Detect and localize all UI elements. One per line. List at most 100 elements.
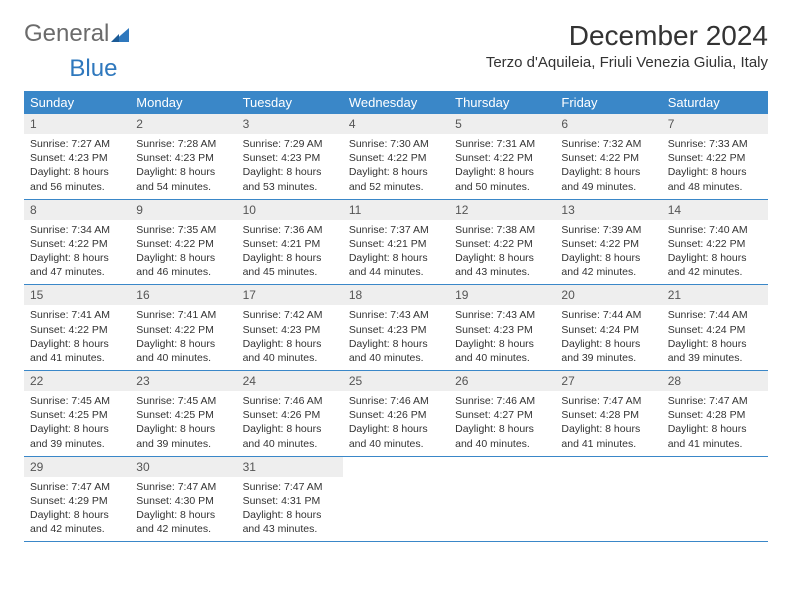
logo: General (24, 20, 133, 48)
day-cell: 18Sunrise: 7:43 AMSunset: 4:23 PMDayligh… (343, 285, 449, 370)
day-cell: 25Sunrise: 7:46 AMSunset: 4:26 PMDayligh… (343, 371, 449, 456)
day-number: 4 (343, 114, 449, 134)
day-number: 6 (555, 114, 661, 134)
sunrise-line: Sunrise: 7:39 AM (561, 223, 655, 237)
day-body: Sunrise: 7:30 AMSunset: 4:22 PMDaylight:… (343, 134, 449, 199)
sunset-line: Sunset: 4:25 PM (136, 408, 230, 422)
day-cell: 5Sunrise: 7:31 AMSunset: 4:22 PMDaylight… (449, 114, 555, 199)
day-body: Sunrise: 7:32 AMSunset: 4:22 PMDaylight:… (555, 134, 661, 199)
daylight-line: Daylight: 8 hours and 43 minutes. (455, 251, 549, 279)
sunset-line: Sunset: 4:22 PM (668, 237, 762, 251)
sunrise-line: Sunrise: 7:46 AM (243, 394, 337, 408)
calendar: SundayMondayTuesdayWednesdayThursdayFrid… (24, 91, 768, 542)
sunrise-line: Sunrise: 7:35 AM (136, 223, 230, 237)
day-body: Sunrise: 7:45 AMSunset: 4:25 PMDaylight:… (24, 391, 130, 456)
sunset-line: Sunset: 4:23 PM (30, 151, 124, 165)
daylight-line: Daylight: 8 hours and 54 minutes. (136, 165, 230, 193)
sunset-line: Sunset: 4:22 PM (349, 151, 443, 165)
day-body: Sunrise: 7:47 AMSunset: 4:28 PMDaylight:… (555, 391, 661, 456)
day-cell (555, 457, 661, 542)
day-body: Sunrise: 7:44 AMSunset: 4:24 PMDaylight:… (555, 305, 661, 370)
day-number: 16 (130, 285, 236, 305)
day-number (449, 457, 555, 477)
daylight-line: Daylight: 8 hours and 41 minutes. (30, 337, 124, 365)
day-number: 17 (237, 285, 343, 305)
day-cell (662, 457, 768, 542)
daylight-line: Daylight: 8 hours and 46 minutes. (136, 251, 230, 279)
sunset-line: Sunset: 4:28 PM (668, 408, 762, 422)
day-number: 12 (449, 200, 555, 220)
sunset-line: Sunset: 4:23 PM (243, 323, 337, 337)
sunset-line: Sunset: 4:23 PM (243, 151, 337, 165)
daylight-line: Daylight: 8 hours and 39 minutes. (136, 422, 230, 450)
sunset-line: Sunset: 4:24 PM (561, 323, 655, 337)
sunrise-line: Sunrise: 7:46 AM (455, 394, 549, 408)
daylight-line: Daylight: 8 hours and 43 minutes. (243, 508, 337, 536)
day-number: 7 (662, 114, 768, 134)
day-number: 27 (555, 371, 661, 391)
day-cell: 4Sunrise: 7:30 AMSunset: 4:22 PMDaylight… (343, 114, 449, 199)
sunrise-line: Sunrise: 7:45 AM (136, 394, 230, 408)
sunrise-line: Sunrise: 7:47 AM (668, 394, 762, 408)
day-cell: 29Sunrise: 7:47 AMSunset: 4:29 PMDayligh… (24, 457, 130, 542)
day-cell: 15Sunrise: 7:41 AMSunset: 4:22 PMDayligh… (24, 285, 130, 370)
day-number: 18 (343, 285, 449, 305)
day-number: 2 (130, 114, 236, 134)
sunrise-line: Sunrise: 7:41 AM (30, 308, 124, 322)
sunrise-line: Sunrise: 7:47 AM (243, 480, 337, 494)
title-block: December 2024 Terzo d'Aquileia, Friuli V… (486, 20, 768, 71)
sunset-line: Sunset: 4:30 PM (136, 494, 230, 508)
day-body: Sunrise: 7:35 AMSunset: 4:22 PMDaylight:… (130, 220, 236, 285)
day-number: 25 (343, 371, 449, 391)
day-number: 8 (24, 200, 130, 220)
daylight-line: Daylight: 8 hours and 41 minutes. (561, 422, 655, 450)
sunrise-line: Sunrise: 7:45 AM (30, 394, 124, 408)
sunset-line: Sunset: 4:22 PM (455, 151, 549, 165)
day-body: Sunrise: 7:46 AMSunset: 4:27 PMDaylight:… (449, 391, 555, 456)
day-cell: 17Sunrise: 7:42 AMSunset: 4:23 PMDayligh… (237, 285, 343, 370)
sunset-line: Sunset: 4:27 PM (455, 408, 549, 422)
day-cell: 6Sunrise: 7:32 AMSunset: 4:22 PMDaylight… (555, 114, 661, 199)
week-row: 1Sunrise: 7:27 AMSunset: 4:23 PMDaylight… (24, 114, 768, 200)
sunset-line: Sunset: 4:23 PM (136, 151, 230, 165)
day-cell: 7Sunrise: 7:33 AMSunset: 4:22 PMDaylight… (662, 114, 768, 199)
logo-text-2: Blue (69, 55, 117, 83)
day-number: 23 (130, 371, 236, 391)
sunset-line: Sunset: 4:22 PM (455, 237, 549, 251)
daylight-line: Daylight: 8 hours and 50 minutes. (455, 165, 549, 193)
daylight-line: Daylight: 8 hours and 40 minutes. (455, 337, 549, 365)
sunset-line: Sunset: 4:22 PM (561, 237, 655, 251)
daylight-line: Daylight: 8 hours and 42 minutes. (561, 251, 655, 279)
week-row: 29Sunrise: 7:47 AMSunset: 4:29 PMDayligh… (24, 457, 768, 543)
sunrise-line: Sunrise: 7:42 AM (243, 308, 337, 322)
daylight-line: Daylight: 8 hours and 40 minutes. (349, 422, 443, 450)
daylight-line: Daylight: 8 hours and 42 minutes. (668, 251, 762, 279)
day-number: 11 (343, 200, 449, 220)
day-cell: 13Sunrise: 7:39 AMSunset: 4:22 PMDayligh… (555, 200, 661, 285)
day-cell: 22Sunrise: 7:45 AMSunset: 4:25 PMDayligh… (24, 371, 130, 456)
month-title: December 2024 (486, 20, 768, 52)
sunrise-line: Sunrise: 7:43 AM (455, 308, 549, 322)
day-cell: 30Sunrise: 7:47 AMSunset: 4:30 PMDayligh… (130, 457, 236, 542)
day-cell: 14Sunrise: 7:40 AMSunset: 4:22 PMDayligh… (662, 200, 768, 285)
day-body: Sunrise: 7:28 AMSunset: 4:23 PMDaylight:… (130, 134, 236, 199)
sunset-line: Sunset: 4:26 PM (243, 408, 337, 422)
sunrise-line: Sunrise: 7:27 AM (30, 137, 124, 151)
day-body: Sunrise: 7:33 AMSunset: 4:22 PMDaylight:… (662, 134, 768, 199)
sunset-line: Sunset: 4:23 PM (455, 323, 549, 337)
week-row: 22Sunrise: 7:45 AMSunset: 4:25 PMDayligh… (24, 371, 768, 457)
day-number: 26 (449, 371, 555, 391)
dow-cell: Sunday (24, 91, 130, 114)
day-body: Sunrise: 7:47 AMSunset: 4:28 PMDaylight:… (662, 391, 768, 456)
day-number: 15 (24, 285, 130, 305)
day-number: 31 (237, 457, 343, 477)
daylight-line: Daylight: 8 hours and 40 minutes. (455, 422, 549, 450)
daylight-line: Daylight: 8 hours and 41 minutes. (668, 422, 762, 450)
sunrise-line: Sunrise: 7:30 AM (349, 137, 443, 151)
sunset-line: Sunset: 4:23 PM (349, 323, 443, 337)
sunrise-line: Sunrise: 7:38 AM (455, 223, 549, 237)
week-row: 8Sunrise: 7:34 AMSunset: 4:22 PMDaylight… (24, 200, 768, 286)
day-cell (449, 457, 555, 542)
day-number: 10 (237, 200, 343, 220)
day-body: Sunrise: 7:47 AMSunset: 4:31 PMDaylight:… (237, 477, 343, 542)
